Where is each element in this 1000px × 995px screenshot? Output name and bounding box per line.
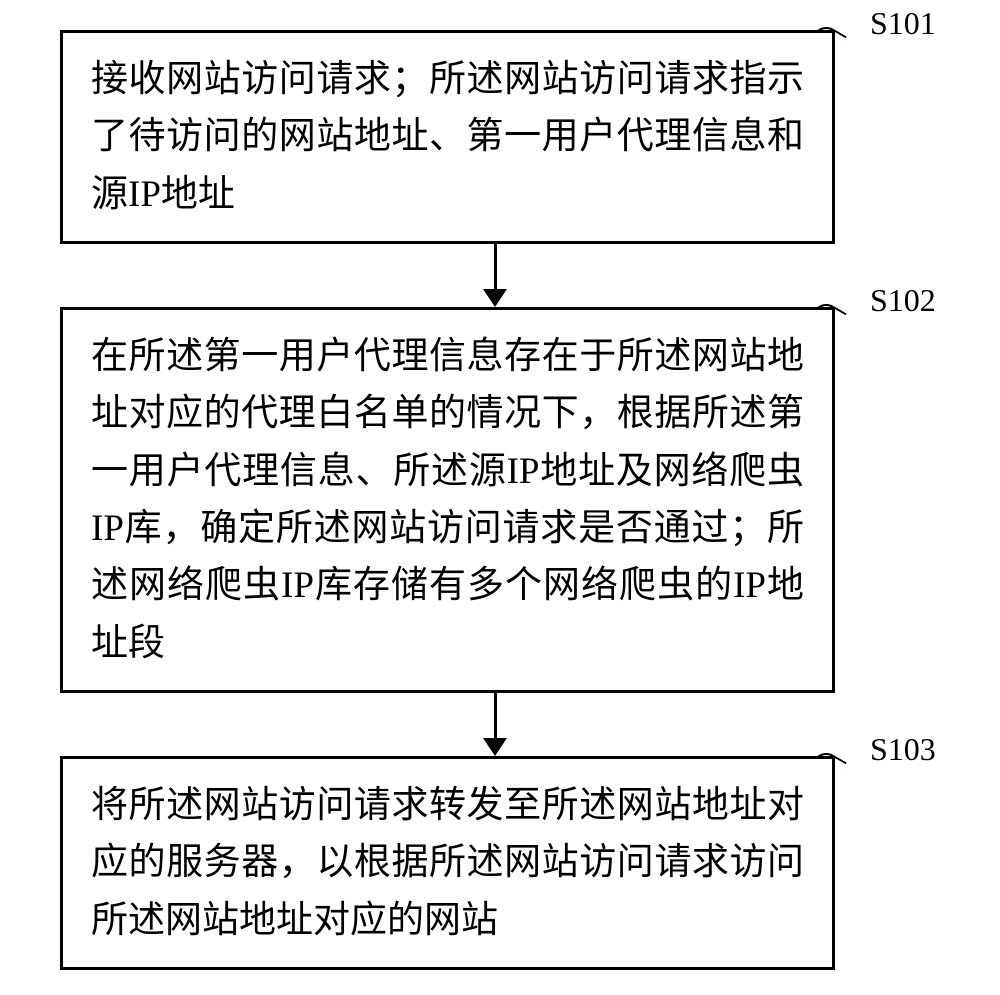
arrow-down-icon	[483, 738, 507, 756]
flow-edge	[60, 693, 930, 756]
flow-node-s102: 在所述第一用户代理信息存在于所述网站地址对应的代理白名单的情况下，根据所述第一用…	[60, 307, 835, 693]
flow-node-s103: 将所述网站访问请求转发至所述网站地址对应的服务器，以根据所述网站访问请求访问所述…	[60, 756, 835, 970]
flow-edge-line	[494, 244, 497, 289]
step-label-s102: S102	[870, 282, 936, 319]
flow-node-text: 将所述网站访问请求转发至所述网站地址对应的服务器，以根据所述网站访问请求访问所述…	[91, 777, 804, 949]
flow-node-text: 接收网站访问请求；所述网站访问请求指示了待访问的网站地址、第一用户代理信息和源I…	[91, 51, 804, 223]
flow-node-text: 在所述第一用户代理信息存在于所述网站地址对应的代理白名单的情况下，根据所述第一用…	[91, 328, 804, 672]
flowchart-container: S101 接收网站访问请求；所述网站访问请求指示了待访问的网站地址、第一用户代理…	[60, 30, 930, 970]
arrow-down-icon	[483, 289, 507, 307]
flow-node-s101: 接收网站访问请求；所述网站访问请求指示了待访问的网站地址、第一用户代理信息和源I…	[60, 30, 835, 244]
step-label-s103: S103	[870, 731, 936, 768]
flow-edge-line	[494, 693, 497, 738]
flow-edge	[60, 244, 930, 307]
step-label-s101: S101	[870, 5, 936, 42]
